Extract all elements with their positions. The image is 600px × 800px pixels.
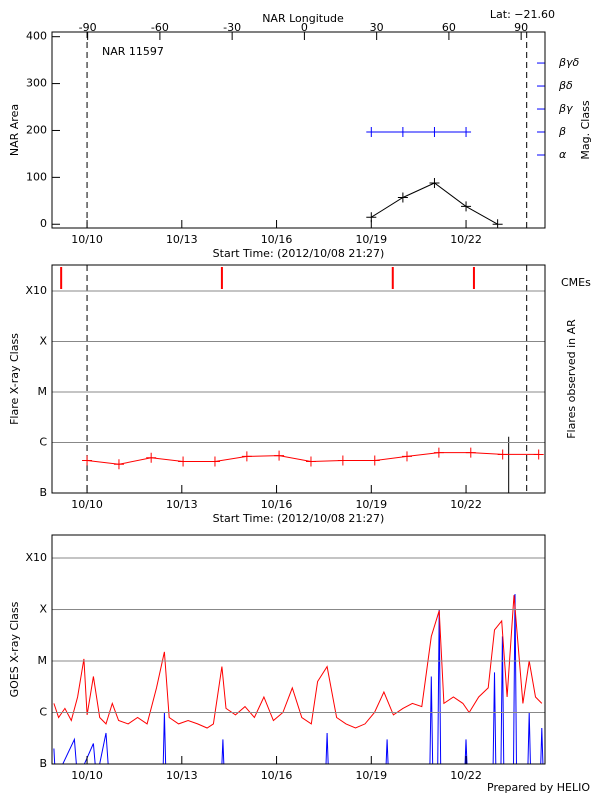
y-tick-label: 200: [26, 123, 47, 136]
point-marker: [241, 451, 252, 462]
x2-tick-label: -30: [223, 21, 241, 34]
point-marker: [465, 447, 476, 458]
point-marker: [178, 456, 189, 467]
point-marker: [429, 127, 440, 138]
y-axis-title: Flare X-ray Class: [8, 333, 21, 425]
point-marker: [146, 452, 157, 463]
y2-tick-label: βγ: [558, 102, 573, 115]
x-tick-label: 10/22: [450, 498, 482, 511]
point-marker: [401, 451, 412, 462]
y2-axis-title: Flares observed in AR: [565, 319, 578, 439]
x2-tick-label: 0: [301, 21, 308, 34]
frame: [51, 31, 546, 229]
y-tick-label: B: [39, 757, 47, 770]
x-tick-label: 10/16: [261, 233, 293, 246]
x-axis-title: Start Time: (2012/10/08 21:27): [213, 247, 385, 260]
x2-tick-label: -90: [79, 21, 97, 34]
x-tick-label: 10/16: [261, 769, 293, 782]
y-tick-label: X10: [25, 284, 47, 297]
x-tick-label: 10/22: [450, 769, 482, 782]
point-marker: [497, 449, 508, 460]
cme-bar: [472, 267, 475, 289]
point-marker: [461, 201, 472, 212]
x2-tick-label: 60: [442, 21, 456, 34]
y-tick-label: C: [39, 706, 47, 719]
x2-tick-label: 30: [370, 21, 384, 34]
point-marker: [366, 127, 377, 138]
x-tick-label: 10/13: [166, 233, 198, 246]
cme-bar: [60, 267, 63, 289]
y-tick-label: X: [39, 334, 47, 347]
annotation: Lat: −21.60: [490, 8, 555, 21]
x-tick-label: 10/13: [166, 498, 198, 511]
x-tick-label: 10/19: [355, 498, 387, 511]
x-tick-label: 10/10: [71, 498, 103, 511]
y-tick-label: X10: [25, 551, 47, 564]
x2-axis-title: NAR Longitude: [262, 12, 344, 25]
x-tick-label: 10/19: [355, 769, 387, 782]
y-tick-label: C: [39, 435, 47, 448]
frame: [51, 534, 546, 765]
x-axis-title: Start Time: (2012/10/08 21:27): [213, 512, 385, 525]
y-tick-label: X: [39, 603, 47, 616]
cme-bar: [391, 267, 394, 289]
cme-label: CMEs: [561, 276, 591, 289]
y2-tick-label: βγδ: [558, 56, 580, 69]
y-tick-label: 300: [26, 77, 47, 90]
x-tick-label: 10/10: [71, 233, 103, 246]
x-tick-label: 10/16: [261, 498, 293, 511]
footer: Prepared by HELIO: [487, 781, 590, 794]
point-marker: [82, 455, 93, 466]
series-line: [53, 595, 543, 729]
y2-tick-label: β: [558, 125, 566, 138]
plot-area: [53, 593, 544, 764]
point-marker: [397, 192, 408, 203]
point-marker: [337, 455, 348, 466]
x-tick-label: 10/13: [166, 769, 198, 782]
y-axis-title: NAR Area: [8, 104, 21, 156]
y2-tick-label: βδ: [558, 79, 573, 92]
point-marker: [209, 456, 220, 467]
y-axis-title: GOES X-ray Class: [8, 601, 21, 697]
series-line: [53, 593, 544, 764]
point-marker: [429, 177, 440, 188]
point-marker: [533, 449, 544, 460]
x-tick-label: 10/22: [450, 233, 482, 246]
cme-bar: [220, 267, 223, 289]
x-tick-label: 10/10: [71, 769, 103, 782]
point-marker: [274, 450, 285, 461]
panel-title: NAR 11597: [102, 45, 164, 58]
y2-axis-title: Mag. Class: [579, 100, 592, 159]
y-tick-label: 400: [26, 30, 47, 43]
plot-area: [60, 265, 544, 493]
plot-area: [86, 32, 528, 228]
y2-tick-label: α: [559, 148, 567, 161]
x-tick-label: 10/19: [355, 233, 387, 246]
frame: [51, 264, 546, 494]
y-tick-label: 0: [40, 217, 47, 230]
y-tick-label: M: [38, 385, 48, 398]
point-marker: [305, 456, 316, 467]
y-tick-label: M: [38, 654, 48, 667]
point-marker: [397, 127, 408, 138]
point-marker: [461, 127, 472, 138]
y-tick-label: 100: [26, 170, 47, 183]
x2-tick-label: 90: [514, 21, 528, 34]
point-marker: [369, 455, 380, 466]
point-marker: [433, 447, 444, 458]
x2-tick-label: -60: [151, 21, 169, 34]
y-tick-label: B: [39, 486, 47, 499]
point-marker: [113, 459, 124, 470]
series-line: [371, 182, 498, 225]
